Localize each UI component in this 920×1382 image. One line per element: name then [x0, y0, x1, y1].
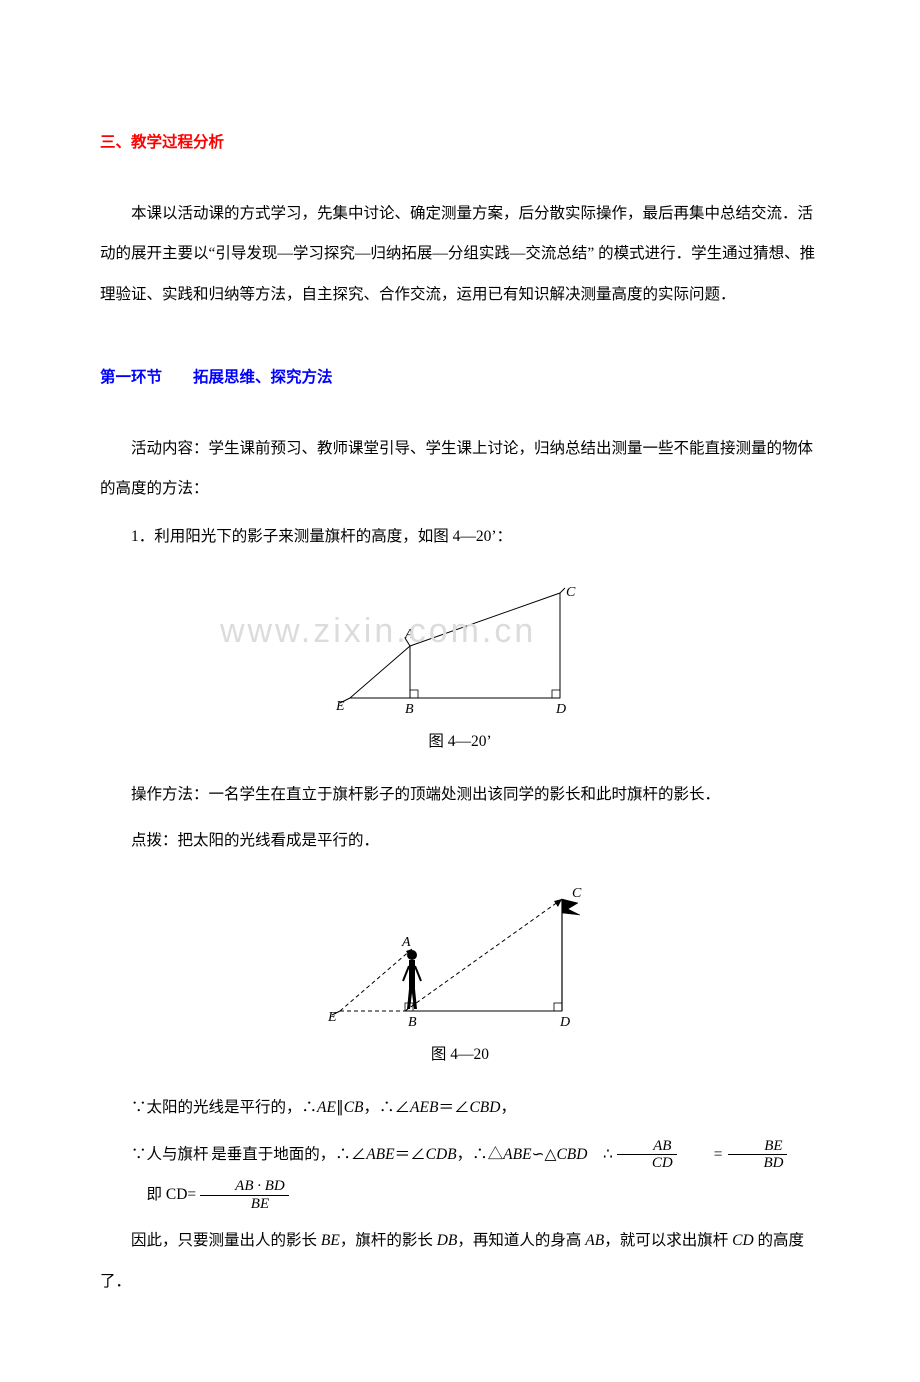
proof2-abe: ABE — [366, 1146, 394, 1163]
conc-ab: AB — [585, 1232, 604, 1249]
conc-db: DB — [437, 1232, 458, 1249]
proof1-p4: ，∴∠ — [364, 1099, 411, 1116]
frac2-num: BE — [728, 1138, 787, 1156]
proof2-cdb: CDB — [426, 1146, 457, 1163]
proof2-cbd2: CBD — [556, 1146, 587, 1163]
fig1-label-c: C — [566, 585, 576, 600]
proof2-abe2: ABE — [503, 1146, 531, 1163]
flag-icon — [562, 899, 580, 915]
conclusion: 因此，只要测量出人的影长 BE，旗杆的影长 DB，再知道人的身高 AB，就可以求… — [100, 1221, 820, 1302]
proof1-p6: ＝∠ — [438, 1099, 469, 1116]
person-icon — [403, 950, 421, 1009]
fig1-label-e: E — [335, 699, 345, 714]
fig1-label-b: B — [405, 702, 414, 717]
fig2-label-d: D — [559, 1015, 570, 1030]
proof2-comma: ，∴△ — [457, 1146, 504, 1163]
fig2-label-a: A — [401, 935, 411, 950]
frac-eq: = — [683, 1135, 723, 1175]
proof1-cb: CB — [344, 1099, 364, 1116]
proof-line-1: ∵太阳的光线是平行的，∴AE∥CB，∴∠AEB＝∠CBD， — [100, 1088, 820, 1128]
proof-line-2: ∵人与旗杆·是垂直于地面的，∴∠ABE＝∠CDB，∴△ABE∽△CBD ∴ AB… — [100, 1135, 820, 1216]
proof2-therefore: ∴ — [587, 1146, 612, 1163]
figure-2: A B C D E 图 4—20 — [100, 881, 820, 1064]
proof2-p2: 是垂直于地面的，∴∠ — [211, 1146, 366, 1163]
operation-method: 操作方法：一名学生在直立于旗杆影子的顶端处测出该同学的影长和此时旗杆的影长． — [100, 775, 820, 815]
section-heading: 三、教学过程分析 — [100, 130, 820, 152]
proof2-wrap: ∵人与旗杆·是垂直于地面的，∴∠ABE＝∠CDB，∴△ABE∽△CBD ∴ — [100, 1135, 613, 1175]
fraction-2: BE BD — [728, 1138, 787, 1172]
intro-paragraph: 本课以活动课的方式学习，先集中讨论、确定测量方案，后分散实际操作，最后再集中总结… — [100, 194, 820, 315]
frac3-den: BE — [200, 1196, 289, 1213]
proof1-aeb: AEB — [410, 1099, 438, 1116]
conc-p4: ，就可以求出旗杆 — [604, 1232, 732, 1249]
fig2-label-c: C — [572, 886, 582, 901]
proof2-sim: ∽△ — [532, 1146, 557, 1163]
frac3-num: AB · BD — [200, 1178, 289, 1196]
fig2-label-b: B — [408, 1015, 417, 1030]
watermark: www.zixin.com.cn — [220, 612, 536, 651]
conc-p2: ，旗杆的影长 — [340, 1232, 437, 1249]
activity-intro: 活动内容：学生课前预习、教师课堂引导、学生课上讨论，归纳总结出测量一些不能直接测… — [100, 429, 820, 510]
figure-1-caption: 图 4—20’ — [100, 729, 820, 751]
conc-cd: CD — [732, 1232, 754, 1249]
fraction-1: AB CD — [617, 1138, 677, 1172]
proof2-prefix: ∵人与旗杆 — [131, 1146, 209, 1163]
subsection-heading: 第一环节 拓展思维、探究方法 — [100, 365, 820, 387]
figure-2-svg: A B C D E — [310, 881, 610, 1031]
fig2-label-e: E — [327, 1010, 337, 1025]
proof1-parallel: ∥ — [336, 1099, 344, 1116]
figure-1: A B C D E 图 4—20’ — [100, 578, 820, 751]
proof1-ae: AE — [317, 1099, 336, 1116]
document-content: 三、教学过程分析 本课以活动课的方式学习，先集中讨论、确定测量方案，后分散实际操… — [100, 130, 820, 1302]
proof2-ji: 即 CD= — [100, 1175, 196, 1215]
figure-2-caption: 图 4—20 — [100, 1042, 820, 1064]
frac1-num: AB — [617, 1138, 677, 1156]
section-prefix: 三、 — [100, 134, 131, 151]
proof1-cbd: CBD — [469, 1099, 500, 1116]
proof1-end: ， — [500, 1099, 516, 1116]
frac2-den: BD — [728, 1155, 787, 1172]
proof2-eq1: ＝∠ — [395, 1146, 426, 1163]
conc-p3: ，再知道人的身高 — [457, 1232, 585, 1249]
proof1-prefix: ∵太阳的光线是平行的，∴ — [131, 1099, 317, 1116]
conc-be: BE — [321, 1232, 340, 1249]
section-title: 教学过程分析 — [131, 134, 224, 151]
hint: 点拨：把太阳的光线看成是平行的． — [100, 821, 820, 861]
numbered-item-1: 1．利用阳光下的影子来测量旗杆的高度，如图 4—20’： — [100, 517, 820, 557]
fraction-3: AB · BD BE — [200, 1178, 289, 1212]
conc-p1: 因此，只要测量出人的影长 — [131, 1232, 321, 1249]
fig1-label-d: D — [555, 702, 566, 717]
frac1-den: CD — [617, 1155, 677, 1172]
